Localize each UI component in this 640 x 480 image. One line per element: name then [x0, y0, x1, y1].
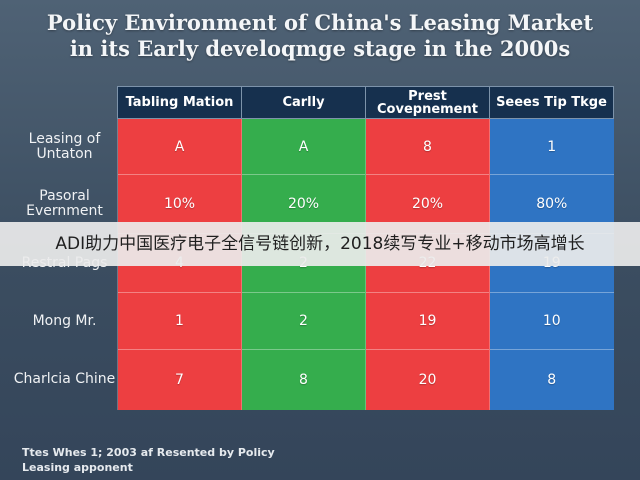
table-cell: 20	[365, 349, 490, 410]
chart-title-line-1: Policy Environment of China's Leasing Ma…	[46, 10, 594, 35]
table-cell: A	[117, 118, 242, 175]
table-cell: 1	[489, 118, 614, 175]
table-cell: 8	[365, 118, 490, 175]
column-header-4: Seees Tip Tkge	[489, 86, 614, 119]
table-cell: 19	[365, 292, 490, 350]
column-header-3: Prest Covepnement	[365, 86, 490, 119]
row-label: Charlcia Chine	[13, 371, 116, 388]
chart-title: Policy Environment of China's Leasing Ma…	[0, 10, 640, 62]
table-row: Mong Mr. 1 2 19 10	[12, 292, 614, 350]
row-label: Leasing of Untaton	[28, 130, 101, 162]
row-label: Mong Mr.	[32, 312, 97, 329]
overlay-caption-banner: ADI助力中国医疗电子全信号链创新，2018续写专业+移动市场高增长	[0, 222, 640, 266]
table-cell: 1	[117, 292, 242, 350]
column-header-2: Carlly	[241, 86, 366, 119]
column-header-1: Tabling Mation	[117, 86, 242, 119]
table-row: Leasing of Untaton A A 8 1	[12, 118, 614, 175]
corner-cell	[12, 87, 118, 119]
table-cell: 2	[241, 292, 366, 350]
table-cell: 8	[489, 349, 614, 410]
row-label: Pasoral Evernment	[26, 188, 103, 219]
footnote: Ttes Whes 1; 2003 af Resented by Policy …	[22, 446, 275, 474]
chart-title-line-2: in its Early develoqmge stage in the 200…	[69, 36, 571, 61]
table-row: Charlcia Chine 7 8 20 8	[12, 349, 614, 410]
table-cell: 7	[117, 349, 242, 410]
table-cell: 10	[489, 292, 614, 350]
table-cell: A	[241, 118, 366, 175]
table-cell: 8	[241, 349, 366, 410]
header-row: Tabling Mation Carlly Prest Covepnement …	[12, 86, 614, 119]
